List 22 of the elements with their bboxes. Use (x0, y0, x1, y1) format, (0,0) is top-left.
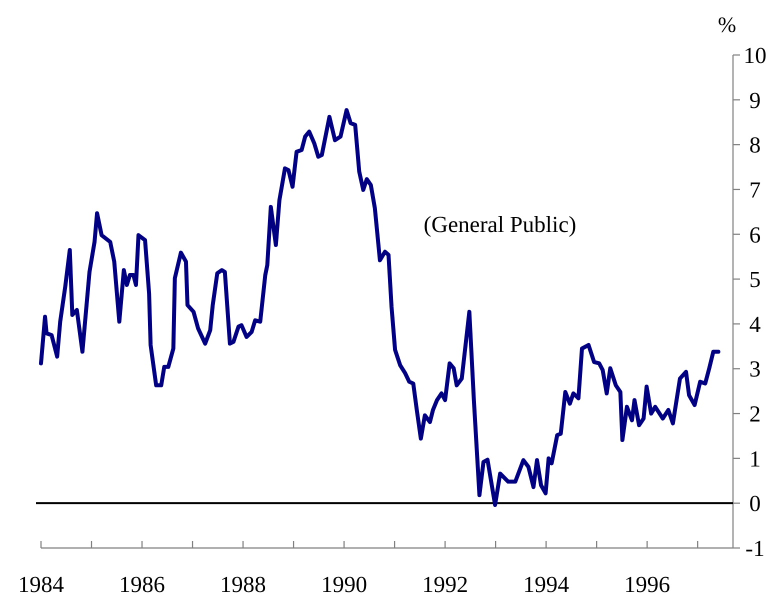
y-tick-label: 2 (749, 402, 761, 427)
line-series (39, 108, 720, 507)
x-tick-label: 1994 (523, 572, 570, 597)
x-tick-label: 1984 (18, 572, 64, 597)
y-tick-label: 6 (749, 222, 761, 248)
y-axis-title: % (718, 12, 736, 37)
x-tick-label: 1990 (321, 572, 368, 597)
y-tick-label: 8 (749, 132, 761, 158)
y-tick-label: 1 (749, 446, 761, 472)
y-tick-label: -1 (745, 536, 765, 561)
x-tick-label: 1992 (422, 572, 468, 597)
y-tick-label: 5 (749, 267, 761, 292)
y-tick-label: 10 (744, 43, 766, 68)
y-tick-label: 9 (749, 88, 761, 113)
y-tick-label: 0 (749, 491, 761, 516)
x-tick-label: 1996 (624, 572, 670, 597)
annotation: (General Public) (424, 212, 576, 237)
y-tick-label: 4 (749, 312, 762, 337)
y-tick-label: 3 (749, 356, 761, 382)
x-tick-label: 1988 (220, 572, 266, 597)
x-tick-label: 1986 (119, 572, 166, 597)
y-tick-label: 7 (749, 177, 761, 202)
